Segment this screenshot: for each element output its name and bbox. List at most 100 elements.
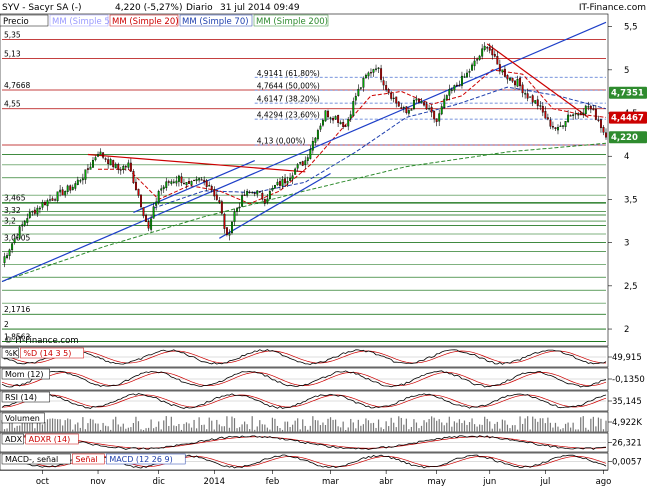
candle-body	[423, 102, 425, 106]
candle-body	[69, 185, 72, 191]
candle-body	[559, 125, 562, 127]
candle-body	[157, 191, 160, 203]
volume-bar	[476, 426, 478, 432]
price-panel	[0, 13, 609, 347]
candle-body	[536, 99, 539, 107]
volume-bar	[117, 424, 119, 432]
candle-body	[210, 186, 213, 191]
candle-body	[132, 171, 135, 184]
volume-bar	[163, 420, 165, 432]
legend-mm200: MM (Simple 200)	[256, 17, 328, 27]
candle-body	[6, 255, 9, 258]
candle-body	[554, 127, 557, 130]
volume-bar	[342, 421, 344, 432]
resistance-label: 1,8563	[4, 332, 30, 341]
price-badge	[609, 111, 647, 124]
volume-bar	[59, 419, 61, 432]
brand-label: IT-Finance.com	[579, 3, 646, 13]
candle-body	[228, 233, 231, 236]
volume-bar	[21, 418, 23, 432]
volume-bar	[605, 420, 607, 432]
volume-bar	[87, 423, 89, 432]
candle-body	[569, 115, 572, 117]
volume-bar	[241, 424, 243, 432]
x-tick-label: ago	[596, 477, 612, 487]
candle-body	[54, 199, 57, 201]
volume-bar	[218, 424, 220, 432]
volume-bar	[486, 418, 488, 432]
volume-bar	[72, 429, 74, 432]
volume-bar	[34, 428, 36, 432]
volume-bar	[600, 418, 602, 432]
candle-body	[453, 85, 456, 91]
candle-body	[86, 168, 89, 170]
candle-body	[114, 163, 117, 169]
candle-body	[238, 206, 241, 209]
volume-bar	[281, 429, 284, 432]
volume-bar	[564, 423, 567, 432]
indicator-label: Mom (12)	[5, 370, 44, 379]
volume-bar	[466, 424, 468, 432]
x-tick-label: dic	[152, 477, 165, 487]
candle-body	[370, 72, 372, 74]
volume-bar	[522, 423, 524, 432]
volume-bar	[256, 426, 258, 432]
indicator-value: 26,321	[612, 439, 642, 449]
volume-bar	[403, 424, 405, 432]
resistance-label: 4,55	[4, 100, 21, 109]
candle-body	[233, 211, 236, 222]
volume-bar	[524, 418, 526, 432]
volume-bar	[372, 422, 375, 432]
indicator-label: ADXR (14)	[29, 435, 71, 444]
volume-bar	[201, 424, 203, 432]
candle-body	[107, 159, 110, 165]
volume-bar	[552, 427, 554, 432]
indicator-value: -0,1350	[612, 375, 645, 385]
resistance-label: 5,35	[4, 31, 21, 40]
volume-bar	[107, 426, 109, 432]
candle-body	[498, 64, 501, 72]
volume-bar	[542, 418, 544, 432]
indicator-line	[1, 349, 607, 365]
candle-body	[321, 119, 324, 126]
trendline	[1, 21, 607, 283]
indicator-line	[1, 434, 607, 450]
indicator-line	[1, 393, 607, 409]
candle-body	[377, 67, 380, 69]
volume-bar	[155, 426, 157, 432]
volume-bar	[67, 418, 69, 432]
y-tick-label: 5,5	[624, 23, 638, 33]
volume-bar	[226, 416, 228, 432]
candle-body	[31, 210, 34, 213]
volume-bar	[345, 429, 347, 432]
volume-bar	[160, 429, 162, 432]
volume-bar	[274, 418, 276, 432]
indicator-signal-line	[2, 394, 607, 408]
x-tick-label: feb	[266, 477, 280, 487]
candle-body	[364, 74, 367, 79]
price-badge	[609, 86, 647, 99]
volume-bar	[441, 422, 443, 432]
candle-body	[289, 177, 292, 181]
candle-body	[334, 116, 337, 120]
candle-body	[94, 157, 97, 161]
candle-body	[142, 207, 145, 217]
candle-body	[198, 178, 201, 181]
candle-body	[268, 191, 271, 200]
volume-bar	[484, 416, 486, 432]
volume-bar	[597, 417, 600, 432]
candle-body	[506, 75, 509, 80]
volume-bar	[516, 429, 519, 432]
candle-body	[11, 243, 14, 251]
candle-body	[410, 109, 413, 111]
volume-bar	[105, 425, 107, 432]
volume-bar	[567, 422, 569, 432]
candle-body	[167, 181, 170, 183]
volume-bar	[29, 423, 31, 432]
candle-body	[372, 69, 375, 73]
indicator-label: Volumen	[5, 414, 40, 423]
volume-bar	[443, 425, 445, 432]
volume-bar	[350, 418, 352, 432]
candle-body	[26, 218, 29, 223]
volume-bar	[413, 419, 415, 432]
